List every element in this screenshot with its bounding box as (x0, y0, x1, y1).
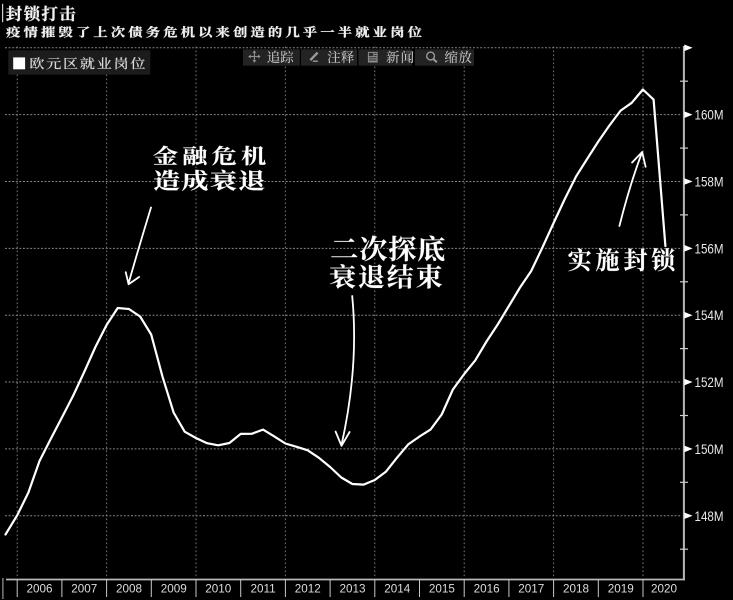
svg-text:2018: 2018 (563, 582, 589, 595)
svg-text:2010: 2010 (205, 582, 232, 595)
svg-text:158M: 158M (695, 175, 724, 190)
svg-text:2008: 2008 (116, 582, 142, 595)
svg-text:2006: 2006 (26, 582, 52, 595)
svg-text:2011: 2011 (251, 582, 276, 595)
svg-text:2015: 2015 (429, 582, 456, 595)
svg-text:2020: 2020 (651, 582, 678, 595)
svg-text:2013: 2013 (339, 582, 365, 595)
svg-text:2019: 2019 (608, 582, 634, 595)
svg-text:2017: 2017 (518, 582, 544, 595)
svg-text:2009: 2009 (161, 582, 187, 595)
svg-text:2007: 2007 (71, 582, 97, 595)
svg-text:154M: 154M (695, 308, 724, 323)
svg-text:156M: 156M (695, 241, 724, 256)
svg-text:2014: 2014 (384, 582, 411, 595)
svg-text:152M: 152M (695, 375, 724, 390)
svg-text:160M: 160M (695, 108, 724, 123)
svg-text:2012: 2012 (295, 582, 321, 595)
svg-text:148M: 148M (695, 509, 724, 524)
svg-text:150M: 150M (695, 442, 724, 457)
svg-text:2016: 2016 (474, 582, 500, 595)
